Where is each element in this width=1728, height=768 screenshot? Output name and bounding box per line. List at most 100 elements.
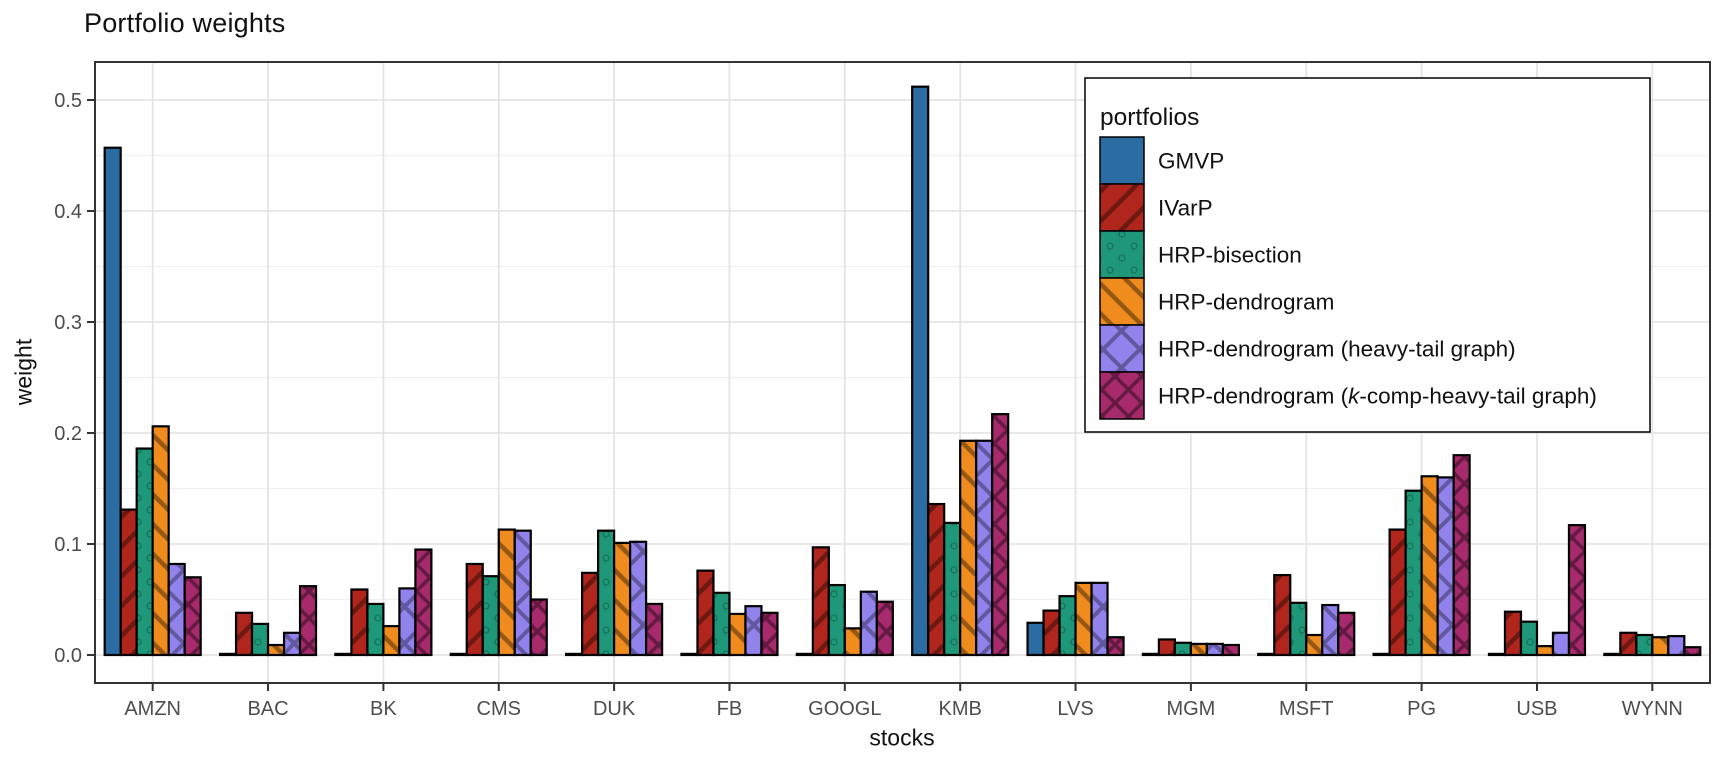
bar-msft-2	[1289, 601, 1308, 657]
bar-duk-4	[629, 540, 648, 657]
bar-cms-2	[481, 575, 500, 657]
x-axis-title: stocks	[869, 724, 935, 751]
bar-googl-2	[827, 583, 846, 657]
bar-fb-3	[728, 612, 747, 657]
bar-cms-5	[529, 598, 548, 657]
bar-fb-1	[696, 569, 715, 657]
legend-label: GMVP	[1158, 149, 1224, 174]
legend-item-hrp-dendrogram-k-comp-heavy-tail-graph-: HRP-dendrogram (k-comp-heavy-tail graph)	[1099, 371, 1597, 420]
legend-item-hrp-dendrogram: HRP-dendrogram	[1099, 277, 1334, 326]
bar-duk-5	[645, 602, 664, 657]
x-tick-label: CMS	[477, 698, 521, 720]
bar-googl-3	[843, 627, 862, 657]
x-tick-label: LVS	[1057, 698, 1093, 720]
x-tick-label: WYNN	[1622, 698, 1683, 720]
bar-msft-1	[1273, 573, 1292, 657]
bar-duk-3	[613, 541, 632, 657]
legend-item-hrp-bisection: HRP-bisection	[1099, 230, 1302, 279]
y-tick-label: 0.1	[54, 534, 82, 556]
bar-cms-4	[513, 529, 532, 657]
panel-border	[94, 61, 1711, 684]
series-gmvp	[103, 85, 1622, 657]
legend-box	[1084, 77, 1651, 433]
bar-mgm-1	[1157, 638, 1176, 657]
bar-usb-3	[1535, 645, 1555, 657]
bar-cms-3	[497, 528, 516, 657]
y-axis-title: weight	[10, 338, 37, 406]
x-tick-label: GOOGL	[808, 698, 881, 720]
bar-googl-5	[875, 600, 894, 657]
legend: portfolios GMVP IVarP HRP-bisection HRP-dend…	[1084, 77, 1651, 433]
bar-lvs-3	[1074, 581, 1093, 657]
bar-bk-3	[382, 625, 401, 657]
bars	[103, 85, 1702, 657]
bar-bac-2	[250, 622, 270, 657]
bar-pg-0	[1372, 652, 1391, 657]
bar-msft-4	[1321, 603, 1340, 657]
legend-item-gmvp: GMVP	[1099, 136, 1224, 185]
bar-msft-0	[1257, 652, 1276, 657]
bar-mgm-5	[1221, 643, 1240, 657]
bar-duk-0	[565, 652, 584, 657]
legend-label: HRP-dendrogram (heavy-tail graph)	[1158, 337, 1516, 362]
bar-mgm-2	[1173, 641, 1192, 657]
x-tick-label: BAC	[247, 698, 288, 720]
bar-pg-2	[1404, 489, 1423, 657]
bar-lvs-1	[1042, 609, 1061, 657]
bar-amzn-1	[119, 508, 138, 657]
legend-swatch	[1100, 137, 1144, 184]
legend-label: HRP-bisection	[1158, 243, 1302, 268]
bar-kmb-3	[959, 439, 978, 657]
bar-kmb-5	[991, 413, 1010, 657]
bar-fb-2	[712, 591, 731, 657]
bar-bac-5	[298, 585, 318, 657]
bar-lvs-4	[1090, 581, 1109, 657]
bar-lvs-5	[1106, 636, 1125, 657]
x-tick-label: MGM	[1166, 698, 1215, 720]
bar-amzn-5	[183, 576, 202, 657]
bar-wynn-2	[1635, 633, 1654, 657]
bar-usb-4	[1551, 631, 1571, 657]
bar-bac-3	[266, 643, 286, 657]
series-ivarp	[119, 502, 1638, 657]
bar-wynn-0	[1603, 652, 1622, 657]
bar-duk-1	[581, 571, 600, 657]
bar-usb-1	[1503, 610, 1523, 657]
bar-amzn-4	[167, 562, 186, 657]
bar-wynn-5	[1683, 646, 1702, 657]
bar-amzn-2	[135, 447, 154, 657]
bar-wynn-4	[1667, 635, 1686, 657]
series-hrp-dendrogram-k-comp-heavy-tail-graph-	[183, 413, 1702, 657]
bar-kmb-1	[927, 502, 946, 657]
bar-bac-4	[282, 631, 302, 657]
bar-fb-5	[760, 611, 779, 657]
bar-wynn-3	[1651, 636, 1670, 657]
bar-usb-5	[1567, 524, 1587, 657]
bar-bk-1	[350, 588, 369, 657]
x-tick-label: PG	[1407, 698, 1436, 720]
legend-item-hrp-dendrogram-heavy-tail-graph-: HRP-dendrogram (heavy-tail graph)	[1099, 324, 1516, 373]
legend-title: portfolios	[1100, 104, 1199, 131]
legend-label: IVarP	[1158, 196, 1213, 221]
x-tick-label: DUK	[593, 698, 636, 720]
x-tick-label: BK	[370, 698, 397, 720]
bar-amzn-0	[103, 146, 122, 657]
bar-lvs-2	[1058, 595, 1077, 657]
legend-label: HRP-dendrogram	[1158, 290, 1334, 315]
bar-bk-2	[366, 602, 385, 657]
series-hrp-bisection	[135, 447, 1654, 657]
bar-usb-2	[1519, 620, 1539, 657]
y-tick-label: 0.4	[54, 201, 82, 223]
bar-pg-1	[1388, 528, 1407, 657]
bar-pg-3	[1420, 475, 1439, 657]
x-tick-label: AMZN	[124, 698, 181, 720]
x-tick-label: MSFT	[1279, 698, 1333, 720]
bar-mgm-0	[1141, 652, 1160, 657]
x-tick-label: KMB	[939, 698, 982, 720]
axis-ticks: 0.0 0.1 0.2 0.3 0.4 0.5 AMZN BAC BK CMS DUK FB GOOGL…	[54, 90, 1683, 720]
bar-fb-0	[680, 652, 699, 657]
bar-kmb-0	[911, 85, 930, 657]
y-tick-label: 0.3	[54, 312, 82, 334]
